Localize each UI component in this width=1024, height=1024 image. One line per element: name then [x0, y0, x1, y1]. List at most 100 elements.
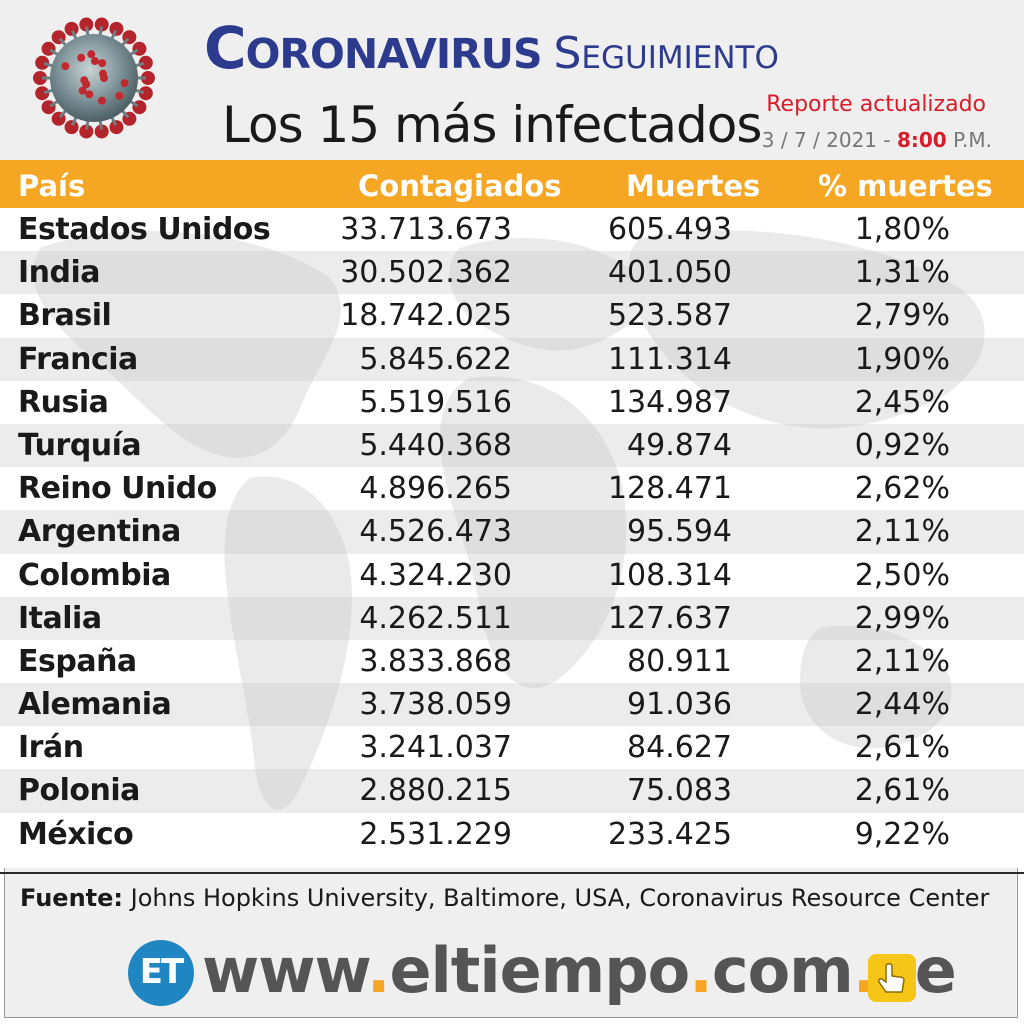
infected-cell: 2.880.215: [359, 773, 512, 809]
country-cell: Alemania: [18, 687, 172, 723]
infected-cell: 3.241.037: [359, 730, 512, 766]
table-row: Rusia 5.519.516 134.987 2,45%: [0, 381, 1024, 424]
table-row: Polonia 2.880.215 75.083 2,61%: [0, 769, 1024, 813]
table-row: Reino Unido 4.896.265 128.471 2,62%: [0, 467, 1024, 510]
table-row: Colombia 4.324.230 108.314 2,50%: [0, 554, 1024, 597]
title-secondary: Seguimiento: [553, 28, 779, 79]
url-part-2: eltiempo: [389, 934, 690, 1007]
report-date: 3 / 7 / 2021 -: [761, 128, 891, 152]
column-header-deaths: Muertes: [626, 169, 761, 203]
pointing-hand-icon: [868, 954, 916, 1002]
infographic-title: Coronavirus Seguimiento: [204, 14, 779, 82]
table-row: Irán 3.241.037 84.627 2,61%: [0, 726, 1024, 769]
infected-cell: 4.324.230: [359, 557, 512, 593]
table-row: Italia 4.262.511 127.637 2,99%: [0, 596, 1024, 640]
report-ampm: P.M.: [953, 128, 992, 152]
death-rate-cell: 2,45%: [854, 384, 950, 420]
deaths-cell: 128.471: [607, 471, 732, 507]
death-rate-cell: 2,79%: [854, 298, 950, 334]
column-header-death-rate: % muertes: [818, 169, 993, 203]
deaths-cell: 127.637: [607, 600, 732, 636]
country-cell: Colombia: [18, 557, 171, 593]
source-note: Fuente: Johns Hopkins University, Baltim…: [20, 884, 989, 912]
table-row: Francia 5.845.622 111.314 1,90%: [0, 337, 1024, 381]
table-row: México 2.531.229 233.425 9,22%: [0, 813, 1024, 856]
infected-cell: 5.440.368: [359, 427, 512, 463]
coronavirus-icon: [33, 17, 155, 139]
death-rate-cell: 2,99%: [854, 600, 950, 636]
table-row: Estados Unidos 33.713.673 605.493 1,80%: [0, 208, 1024, 251]
infected-cell: 18.742.025: [340, 298, 512, 334]
infected-cell: 5.845.622: [359, 341, 512, 377]
infected-cell: 3.833.868: [359, 643, 512, 679]
country-cell: España: [18, 643, 137, 679]
table-header: País Contagiados Muertes % muertes: [0, 160, 1024, 208]
deaths-cell: 134.987: [607, 384, 732, 420]
infected-cell: 4.896.265: [359, 471, 512, 507]
deaths-cell: 111.314: [607, 341, 732, 377]
report-datetime: 3 / 7 / 2021 - 8:00 P.M.: [762, 128, 992, 152]
infected-cell: 30.502.362: [340, 255, 512, 291]
website-url[interactable]: www.eltiempo.com.ve: [202, 934, 957, 1007]
footer-divider: [0, 872, 1024, 874]
country-cell: Rusia: [18, 384, 109, 420]
death-rate-cell: 2,11%: [854, 514, 950, 550]
deaths-cell: 523.587: [607, 298, 732, 334]
column-header-country: País: [18, 169, 86, 203]
country-cell: Argentina: [18, 514, 181, 550]
deaths-cell: 95.594: [627, 514, 732, 550]
death-rate-cell: 9,22%: [854, 816, 950, 852]
url-dot: .: [689, 934, 713, 1007]
source-text: Johns Hopkins University, Baltimore, USA…: [130, 884, 990, 912]
country-cell: México: [18, 816, 134, 852]
death-rate-cell: 2,11%: [854, 643, 950, 679]
infected-cell: 4.262.511: [359, 600, 512, 636]
subtitle: Los 15 más infectados: [222, 96, 762, 154]
deaths-cell: 605.493: [607, 212, 732, 247]
table-row: Brasil 18.742.025 523.587 2,79%: [0, 294, 1024, 337]
source-label: Fuente:: [20, 884, 123, 912]
column-header-infected: Contagiados: [358, 169, 562, 203]
logo-text: ET: [139, 952, 184, 992]
report-label: Reporte actualizado: [766, 92, 986, 117]
report-time: 8:00: [896, 128, 947, 152]
table-row: India 30.502.362 401.050 1,31%: [0, 251, 1024, 295]
country-cell: Reino Unido: [18, 471, 217, 507]
url-dot: .: [366, 934, 391, 1007]
world-map-background: [33, 230, 985, 810]
death-rate-cell: 2,61%: [854, 730, 950, 766]
country-cell: Irán: [18, 730, 84, 766]
country-cell: Francia: [18, 341, 138, 377]
url-part-1: www: [202, 934, 368, 1007]
infected-cell: 5.519.516: [359, 384, 512, 420]
country-cell: India: [18, 255, 101, 291]
infected-cell: 4.526.473: [359, 514, 512, 550]
death-rate-cell: 1,80%: [854, 212, 950, 247]
country-cell: Estados Unidos: [18, 212, 271, 247]
death-rate-cell: 1,31%: [854, 255, 950, 291]
table-body: Estados Unidos 33.713.673 605.493 1,80% Indi…: [0, 208, 1024, 856]
death-rate-cell: 2,62%: [854, 471, 950, 507]
deaths-cell: 80.911: [627, 643, 732, 679]
infected-cell: 3.738.059: [359, 687, 512, 723]
data-table: País Contagiados Muertes % muertes Estad…: [0, 160, 1024, 868]
deaths-cell: 108.314: [607, 557, 732, 593]
infected-cell: 33.713.673: [340, 212, 512, 247]
deaths-cell: 233.425: [607, 816, 732, 852]
country-cell: Turquía: [18, 427, 142, 463]
deaths-cell: 401.050: [607, 255, 732, 291]
deaths-cell: 84.627: [627, 730, 732, 766]
et-logo-icon: ET: [128, 940, 194, 1006]
table-row: Alemania 3.738.059 91.036 2,44%: [0, 683, 1024, 727]
table-row: Argentina 4.526.473 95.594 2,11%: [0, 510, 1024, 554]
country-cell: Polonia: [18, 773, 140, 809]
country-cell: Italia: [18, 600, 102, 636]
header: Coronavirus Seguimiento Los 15 más infect…: [0, 0, 1024, 160]
death-rate-cell: 0,92%: [854, 427, 950, 463]
deaths-cell: 75.083: [627, 773, 732, 809]
death-rate-cell: 2,44%: [854, 687, 950, 723]
deaths-cell: 49.874: [627, 427, 732, 463]
title-main: Coronavirus: [204, 14, 542, 82]
url-part-3: com: [711, 934, 854, 1007]
death-rate-cell: 2,61%: [854, 773, 950, 809]
